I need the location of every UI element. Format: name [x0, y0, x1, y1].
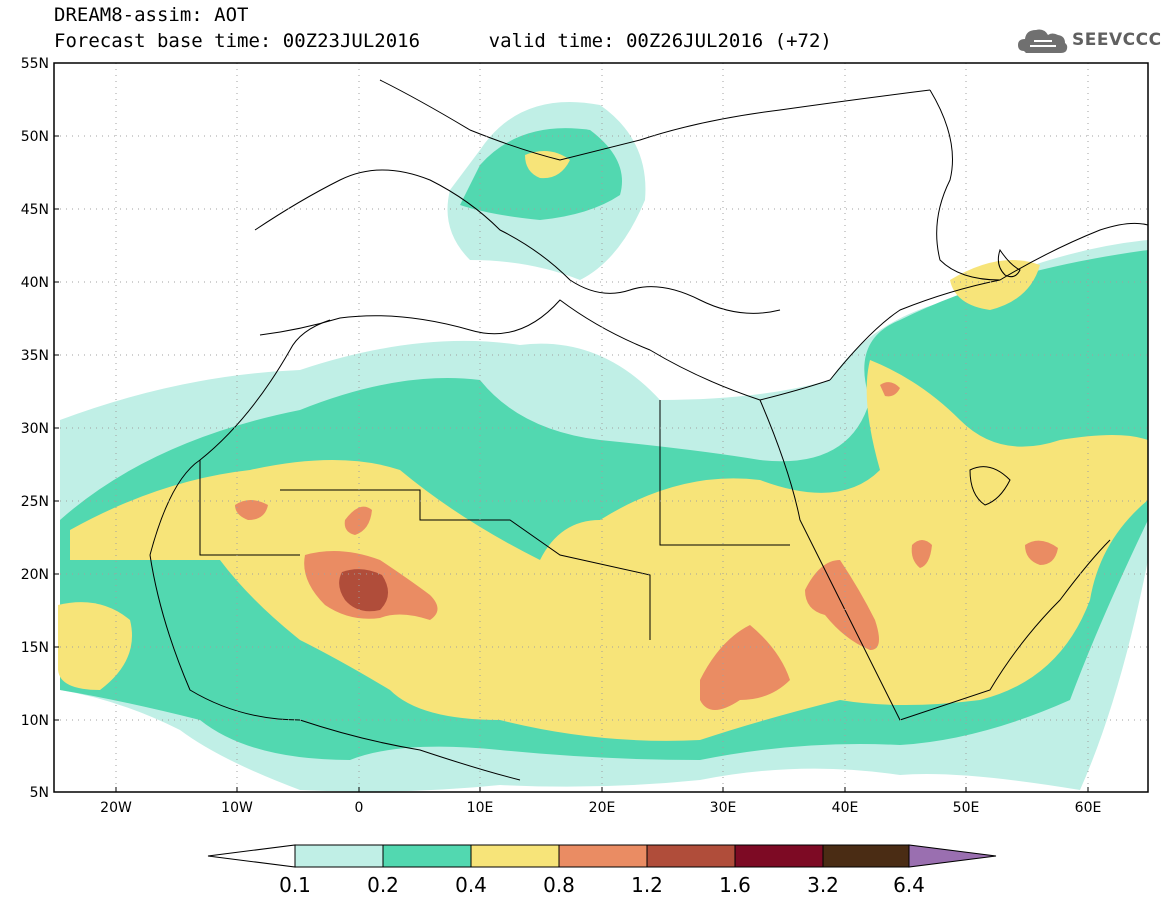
legend-label: 3.2: [807, 873, 839, 897]
lat-label: 45N: [21, 202, 49, 218]
lat-label: 30N: [21, 421, 49, 437]
lon-label: 20W: [100, 800, 132, 816]
lon-label: 40E: [832, 800, 859, 816]
lat-label: 10N: [21, 713, 49, 729]
legend-swatch: [471, 845, 559, 867]
lat-label: 55N: [21, 56, 49, 72]
lat-label: 35N: [21, 348, 49, 364]
legend-swatch: [647, 845, 735, 867]
lat-label: 50N: [21, 129, 49, 145]
legend-label: 1.2: [631, 873, 663, 897]
legend-label: 0.8: [543, 873, 575, 897]
aot-map: 55N 50N 45N 40N 35N 30N 25N 20N 15N 10N …: [0, 0, 1165, 905]
legend-label: 0.2: [367, 873, 399, 897]
legend-arrow-high: [909, 845, 996, 867]
lat-label: 20N: [21, 567, 49, 583]
lat-label: 5N: [30, 785, 49, 801]
lat-label: 15N: [21, 640, 49, 656]
legend-label: 6.4: [893, 873, 925, 897]
legend-label: 0.1: [279, 873, 311, 897]
lon-label: 10W: [221, 800, 253, 816]
lat-labels: 55N 50N 45N 40N 35N 30N 25N 20N 15N 10N …: [21, 56, 49, 801]
lon-label: 0: [355, 800, 364, 816]
legend-swatch: [295, 845, 383, 867]
legend-swatch: [735, 845, 823, 867]
legend-swatch: [823, 845, 909, 867]
legend-label: 0.4: [455, 873, 487, 897]
legend-label: 1.6: [719, 873, 751, 897]
lon-label: 30E: [710, 800, 737, 816]
legend-swatch: [383, 845, 471, 867]
lat-label: 40N: [21, 275, 49, 291]
colorbar-legend: 0.1 0.2 0.4 0.8 1.2 1.6 3.2 6.4: [208, 845, 996, 897]
lon-label: 20E: [589, 800, 616, 816]
legend-swatch: [559, 845, 647, 867]
lon-label: 50E: [953, 800, 980, 816]
lon-label: 10E: [467, 800, 494, 816]
legend-arrow-low: [208, 845, 295, 867]
lat-label: 25N: [21, 494, 49, 510]
lon-labels: 20W 10W 0 10E 20E 30E 40E 50E 60E: [100, 800, 1101, 816]
lon-label: 60E: [1075, 800, 1102, 816]
